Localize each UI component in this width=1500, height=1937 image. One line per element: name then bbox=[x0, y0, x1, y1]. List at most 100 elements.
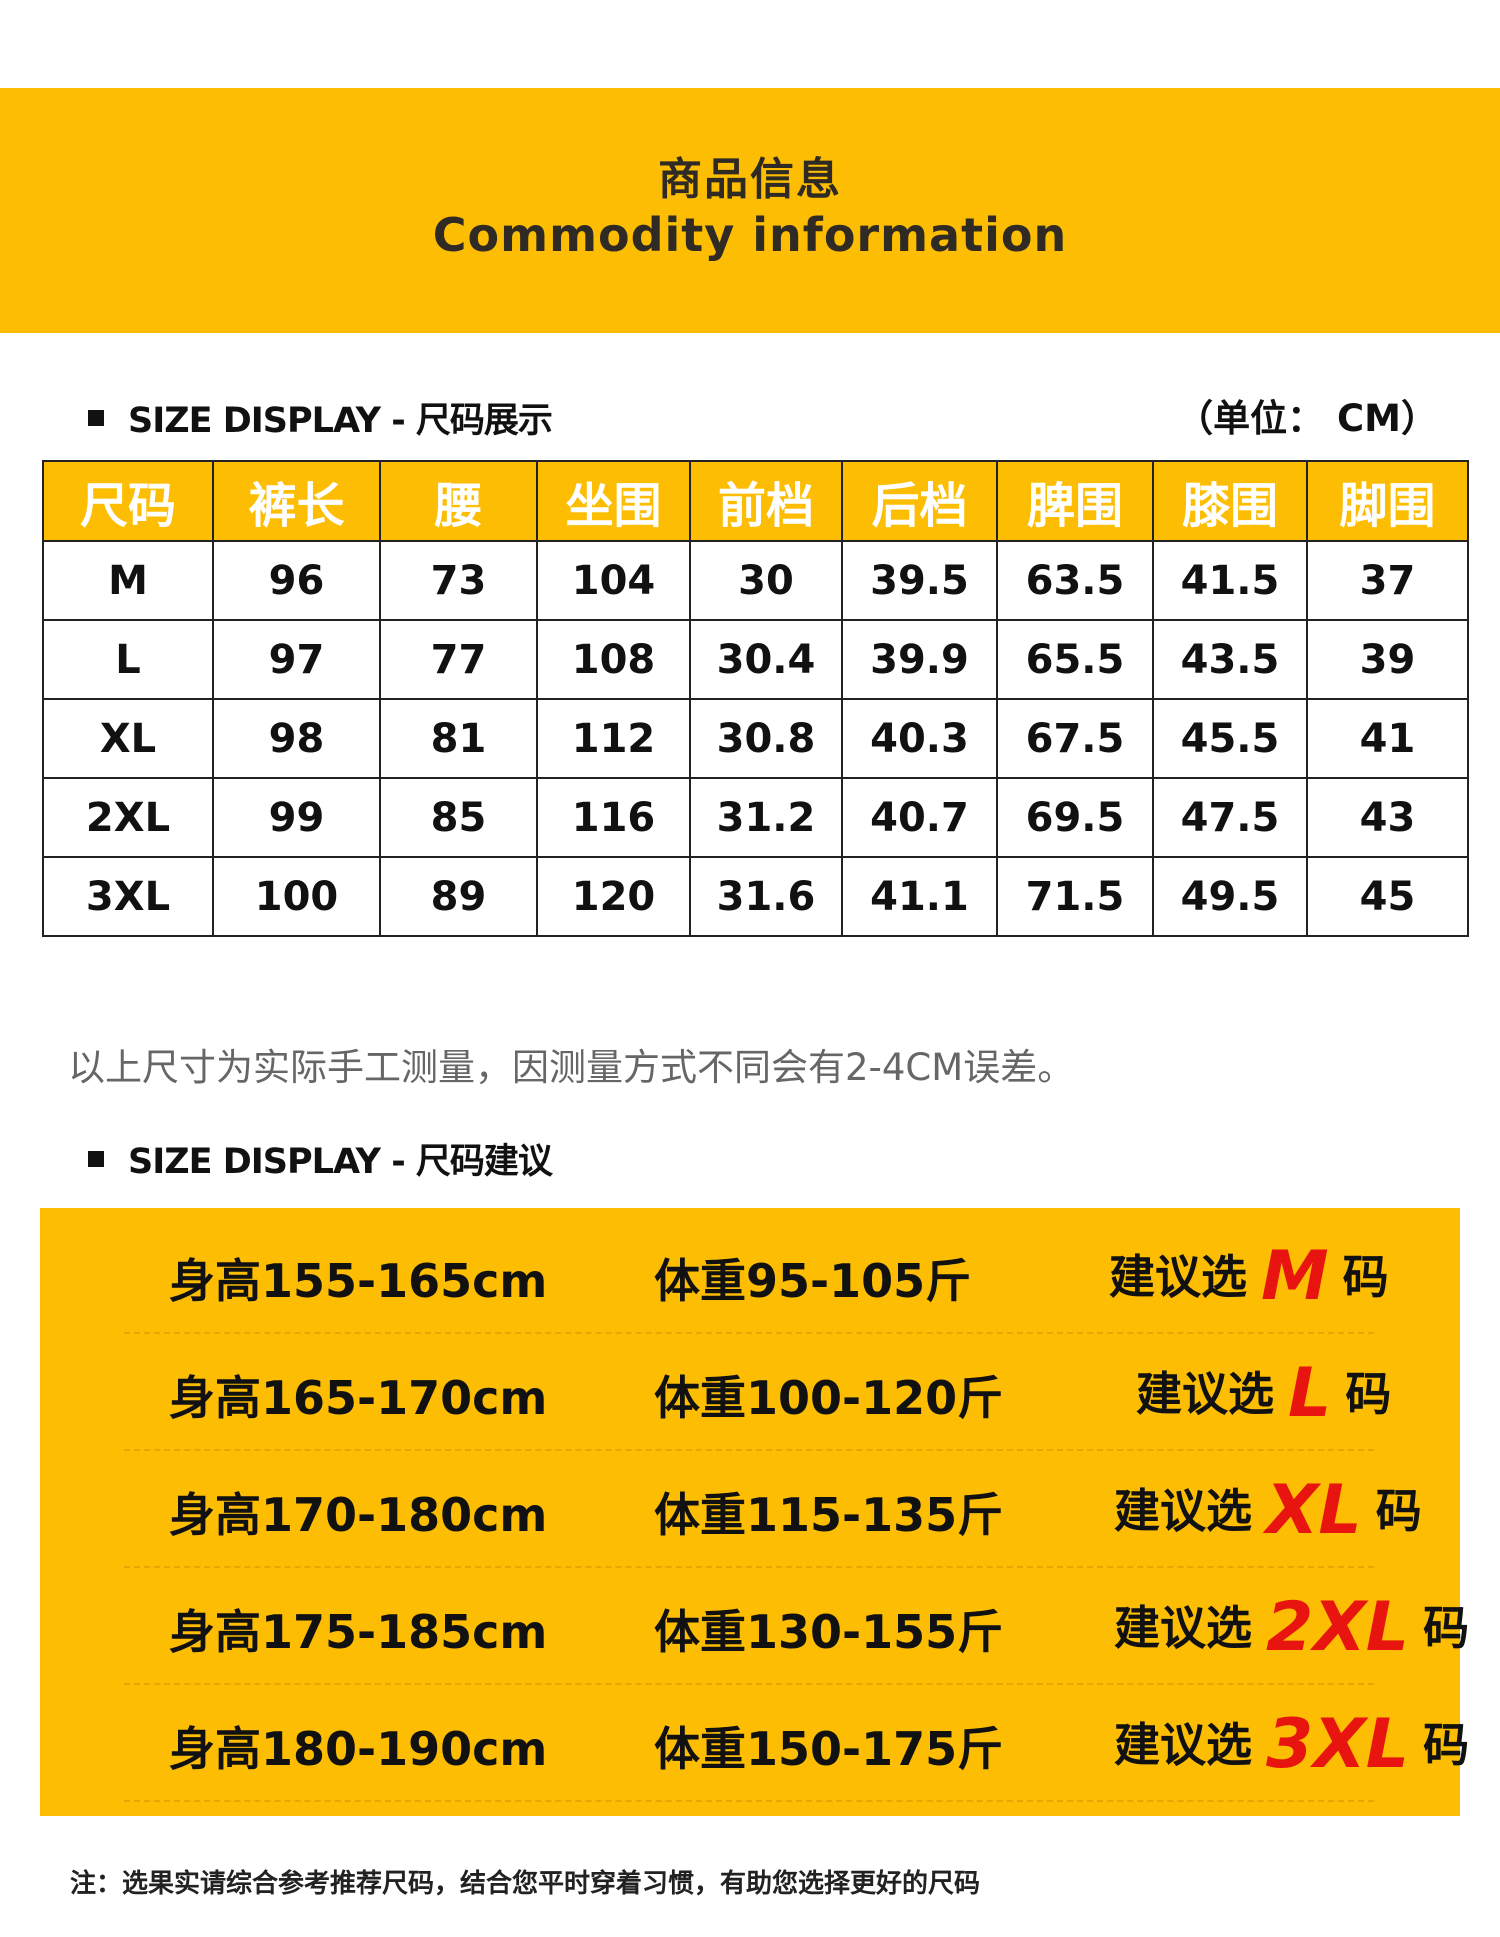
suggestion-prefix: 建议选 bbox=[1136, 1367, 1274, 1421]
table-cell: 49.5 bbox=[1152, 856, 1308, 937]
header-cell: 后档 bbox=[841, 460, 998, 542]
table-cell: 39.5 bbox=[841, 540, 998, 621]
table-cell: 96 bbox=[212, 540, 381, 621]
bullet-square-icon bbox=[88, 1150, 104, 1167]
size-suggestion: 建议选 M 码 bbox=[1109, 1237, 1389, 1316]
suggestion-suffix: 码 bbox=[1375, 1484, 1422, 1538]
table-cell: 39.9 bbox=[841, 619, 998, 700]
size-display-heading: SIZE DISPLAY - 尺码展示 bbox=[88, 392, 553, 443]
table-cell: 40.7 bbox=[841, 777, 998, 858]
suggested-size: L bbox=[1288, 1354, 1332, 1433]
table-cell: 31.6 bbox=[689, 856, 843, 937]
table-cell: 63.5 bbox=[996, 540, 1154, 621]
header-cell: 脚围 bbox=[1306, 460, 1469, 542]
height-range: 身高155-165cm bbox=[169, 1254, 548, 1308]
table-cell: 85 bbox=[379, 777, 538, 858]
table-cell: 98 bbox=[212, 698, 381, 779]
table-cell: 41 bbox=[1306, 698, 1469, 779]
header-cell: 尺码 bbox=[42, 460, 214, 542]
size-recommendation-heading-text: SIZE DISPLAY - 尺码建议 bbox=[128, 1142, 553, 1182]
measurement-note: 以上尺寸为实际手工测量，因测量方式不同会有2-4CM误差。 bbox=[68, 1046, 1075, 1089]
table-cell: 73 bbox=[379, 540, 538, 621]
table-cell: 41.5 bbox=[1152, 540, 1308, 621]
size-table-header-row: 尺码 裤长 腰 坐围 前档 后档 脾围 膝围 脚围 bbox=[42, 460, 1469, 542]
table-cell: 81 bbox=[379, 698, 538, 779]
height-range: 身高165-170cm bbox=[169, 1371, 548, 1425]
suggestion-suffix: 码 bbox=[1423, 1718, 1470, 1772]
table-cell: 41.1 bbox=[841, 856, 998, 937]
table-cell: 112 bbox=[536, 698, 691, 779]
table-cell: 99 bbox=[212, 777, 381, 858]
suggested-size: 2XL bbox=[1266, 1588, 1410, 1667]
header-cell: 前档 bbox=[689, 460, 843, 542]
suggestion-suffix: 码 bbox=[1345, 1367, 1392, 1421]
weight-range: 体重130-155斤 bbox=[654, 1605, 1004, 1659]
table-cell: 30.8 bbox=[689, 698, 843, 779]
table-cell: 45 bbox=[1306, 856, 1469, 937]
table-cell: 30 bbox=[689, 540, 843, 621]
footer-note: 注：选果实请综合参考推荐尺码，结合您平时穿着习惯，有助您选择更好的尺码 bbox=[70, 1869, 981, 1899]
weight-range: 体重150-175斤 bbox=[654, 1722, 1004, 1776]
table-row: 3XL 100 89 120 31.6 41.1 71.5 49.5 45 bbox=[42, 856, 1469, 937]
table-cell: 39 bbox=[1306, 619, 1469, 700]
table-cell: 43.5 bbox=[1152, 619, 1308, 700]
header-cell: 坐围 bbox=[536, 460, 691, 542]
table-row: M 96 73 104 30 39.5 63.5 41.5 37 bbox=[42, 540, 1469, 621]
size-display-heading-text: SIZE DISPLAY - 尺码展示 bbox=[128, 401, 553, 441]
table-cell: 100 bbox=[212, 856, 381, 937]
height-range: 身高175-185cm bbox=[169, 1605, 548, 1659]
banner-title-cn: 商品信息 bbox=[658, 154, 842, 205]
suggested-size: XL bbox=[1266, 1471, 1362, 1550]
table-cell: 43 bbox=[1306, 777, 1469, 858]
height-range: 身高180-190cm bbox=[169, 1722, 548, 1776]
table-cell: 31.2 bbox=[689, 777, 843, 858]
table-row: L 97 77 108 30.4 39.9 65.5 43.5 39 bbox=[42, 619, 1469, 700]
table-cell: XL bbox=[42, 698, 214, 779]
table-cell: 67.5 bbox=[996, 698, 1154, 779]
suggestion-prefix: 建议选 bbox=[1114, 1484, 1252, 1538]
header-cell: 裤长 bbox=[212, 460, 381, 542]
table-row: 2XL 99 85 116 31.2 40.7 69.5 47.5 43 bbox=[42, 777, 1469, 858]
suggestion-suffix: 码 bbox=[1423, 1601, 1470, 1655]
size-suggestion: 建议选 L 码 bbox=[1136, 1354, 1391, 1433]
table-cell: 47.5 bbox=[1152, 777, 1308, 858]
table-cell: L bbox=[42, 619, 214, 700]
suggested-size: 3XL bbox=[1266, 1705, 1410, 1784]
recommendation-panel: 身高155-165cm 体重95-105斤 建议选 M 码 身高165-170cm … bbox=[40, 1208, 1469, 1816]
table-row: XL 98 81 112 30.8 40.3 67.5 45.5 41 bbox=[42, 698, 1469, 779]
weight-range: 体重95-105斤 bbox=[654, 1254, 972, 1308]
size-suggestion: 建议选 3XL 码 bbox=[1114, 1705, 1469, 1784]
table-cell: 30.4 bbox=[689, 619, 843, 700]
table-cell: 3XL bbox=[42, 856, 214, 937]
size-suggestion: 建议选 XL 码 bbox=[1114, 1471, 1422, 1550]
recommendation-row: 身高175-185cm 体重130-155斤 建议选 2XL 码 bbox=[124, 1566, 1469, 1685]
table-cell: 108 bbox=[536, 619, 691, 700]
table-cell: 69.5 bbox=[996, 777, 1154, 858]
table-cell: 65.5 bbox=[996, 619, 1154, 700]
header-cell: 膝围 bbox=[1152, 460, 1308, 542]
table-cell: 116 bbox=[536, 777, 691, 858]
suggestion-suffix: 码 bbox=[1342, 1250, 1389, 1304]
table-cell: 120 bbox=[536, 856, 691, 937]
recommendation-row: 身高155-165cm 体重95-105斤 建议选 M 码 bbox=[124, 1215, 1389, 1334]
header-cell: 脾围 bbox=[996, 460, 1154, 542]
bullet-square-icon bbox=[88, 409, 104, 426]
recommendation-row: 身高170-180cm 体重115-135斤 建议选 XL 码 bbox=[124, 1449, 1422, 1568]
size-suggestion: 建议选 2XL 码 bbox=[1114, 1588, 1469, 1667]
weight-range: 体重115-135斤 bbox=[654, 1488, 1004, 1542]
header-cell: 腰 bbox=[379, 460, 538, 542]
table-cell: 71.5 bbox=[996, 856, 1154, 937]
table-cell: 97 bbox=[212, 619, 381, 700]
suggestion-prefix: 建议选 bbox=[1114, 1718, 1252, 1772]
unit-label: （单位： CM） bbox=[1176, 397, 1438, 440]
table-cell: 2XL bbox=[42, 777, 214, 858]
table-cell: 37 bbox=[1306, 540, 1469, 621]
suggested-size: M bbox=[1261, 1237, 1329, 1316]
weight-range: 体重100-120斤 bbox=[654, 1371, 1004, 1425]
recommendation-row: 身高165-170cm 体重100-120斤 建议选 L 码 bbox=[124, 1332, 1391, 1451]
table-cell: 104 bbox=[536, 540, 691, 621]
size-recommendation-heading: SIZE DISPLAY - 尺码建议 bbox=[88, 1133, 553, 1184]
recommendation-row: 身高180-190cm 体重150-175斤 建议选 3XL 码 bbox=[124, 1683, 1469, 1802]
size-table: 尺码 裤长 腰 坐围 前档 后档 脾围 膝围 脚围 M 96 73 104 30… bbox=[42, 460, 1469, 937]
suggestion-prefix: 建议选 bbox=[1114, 1601, 1252, 1655]
